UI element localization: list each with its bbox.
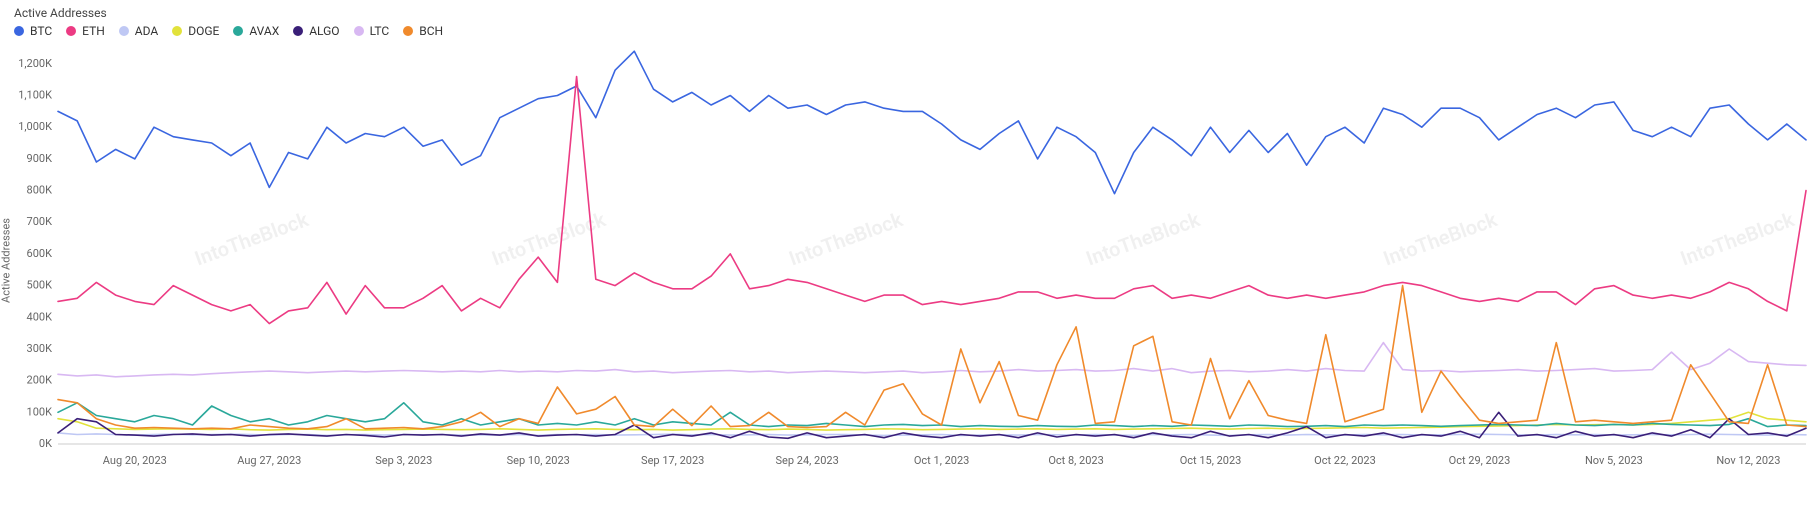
y-tick-label: 300K bbox=[27, 342, 53, 355]
legend-label: BCH bbox=[419, 24, 443, 38]
series-line-avax bbox=[58, 403, 1806, 427]
x-tick-label: Oct 15, 2023 bbox=[1180, 454, 1242, 467]
x-tick-label: Oct 22, 2023 bbox=[1314, 454, 1376, 467]
legend-dot-icon bbox=[354, 26, 364, 36]
legend-item-ada[interactable]: ADA bbox=[119, 24, 158, 38]
watermark-text: IntoTheBlock bbox=[489, 207, 610, 270]
x-tick-label: Aug 27, 2023 bbox=[237, 454, 301, 467]
watermark-text: IntoTheBlock bbox=[786, 207, 907, 270]
legend-dot-icon bbox=[14, 26, 24, 36]
legend-dot-icon bbox=[403, 26, 413, 36]
legend-dot-icon bbox=[293, 26, 303, 36]
legend-item-algo[interactable]: ALGO bbox=[293, 24, 339, 38]
legend-dot-icon bbox=[119, 26, 129, 36]
legend-dot-icon bbox=[172, 26, 182, 36]
chart-title: Active Addresses bbox=[14, 6, 107, 20]
watermark-text: IntoTheBlock bbox=[1083, 207, 1204, 270]
watermark-text: IntoTheBlock bbox=[1677, 207, 1798, 270]
legend-dot-icon bbox=[233, 26, 243, 36]
legend-label: BTC bbox=[30, 24, 52, 38]
series-line-btc bbox=[58, 51, 1806, 194]
legend-label: ALGO bbox=[309, 24, 339, 38]
chart-svg: IntoTheBlock IntoTheBlock IntoTheBlock Into… bbox=[58, 44, 1806, 468]
y-tick-label: 600K bbox=[27, 247, 53, 260]
y-tick-label: 800K bbox=[27, 184, 53, 197]
watermark-text: IntoTheBlock bbox=[191, 207, 312, 270]
y-tick-label: 1,200K bbox=[18, 57, 52, 70]
x-tick-label: Oct 8, 2023 bbox=[1048, 454, 1103, 467]
y-tick-label: 500K bbox=[27, 279, 53, 292]
legend-label: ETH bbox=[82, 24, 105, 38]
legend-item-btc[interactable]: BTC bbox=[14, 24, 52, 38]
legend-dot-icon bbox=[66, 26, 76, 36]
y-tick-label: 400K bbox=[27, 310, 53, 323]
series-line-ltc bbox=[58, 343, 1806, 377]
legend-item-doge[interactable]: DOGE bbox=[172, 24, 219, 38]
series-line-eth bbox=[58, 77, 1806, 324]
legend-label: ADA bbox=[135, 24, 158, 38]
y-tick-label: 200K bbox=[27, 374, 53, 387]
watermark-text: IntoTheBlock bbox=[1380, 207, 1501, 270]
y-tick-label: 700K bbox=[27, 215, 53, 228]
x-tick-label: Sep 17, 2023 bbox=[641, 454, 704, 467]
legend-item-eth[interactable]: ETH bbox=[66, 24, 105, 38]
y-axis-label: Active Addresses bbox=[0, 218, 13, 303]
x-tick-label: Nov 12, 2023 bbox=[1716, 454, 1780, 467]
series-line-bch bbox=[58, 286, 1806, 429]
x-tick-label: Sep 3, 2023 bbox=[375, 454, 432, 467]
x-tick-label: Oct 1, 2023 bbox=[914, 454, 969, 467]
x-tick-label: Nov 5, 2023 bbox=[1585, 454, 1643, 467]
x-tick-label: Oct 29, 2023 bbox=[1449, 454, 1511, 467]
y-tick-label: 100K bbox=[27, 405, 53, 418]
x-tick-label: Sep 10, 2023 bbox=[507, 454, 570, 467]
legend: BTC ETH ADA DOGE AVAX ALGO LTC BCH bbox=[14, 24, 443, 38]
legend-label: LTC bbox=[370, 24, 390, 38]
legend-label: AVAX bbox=[249, 24, 279, 38]
y-tick-label: 0K bbox=[39, 437, 52, 450]
x-tick-label: Sep 24, 2023 bbox=[776, 454, 839, 467]
legend-item-bch[interactable]: BCH bbox=[403, 24, 443, 38]
x-tick-label: Aug 20, 2023 bbox=[103, 454, 167, 467]
chart-container: Active Addresses BTC ETH ADA DOGE AVAX ALGO LT… bbox=[0, 0, 1818, 508]
y-tick-label: 1,100K bbox=[18, 89, 52, 102]
y-tick-label: 900K bbox=[27, 152, 53, 165]
legend-label: DOGE bbox=[188, 24, 219, 38]
y-tick-label: 1,000K bbox=[18, 120, 52, 133]
legend-item-avax[interactable]: AVAX bbox=[233, 24, 279, 38]
plot-area: IntoTheBlock IntoTheBlock IntoTheBlock Into… bbox=[58, 44, 1806, 468]
legend-item-ltc[interactable]: LTC bbox=[354, 24, 390, 38]
